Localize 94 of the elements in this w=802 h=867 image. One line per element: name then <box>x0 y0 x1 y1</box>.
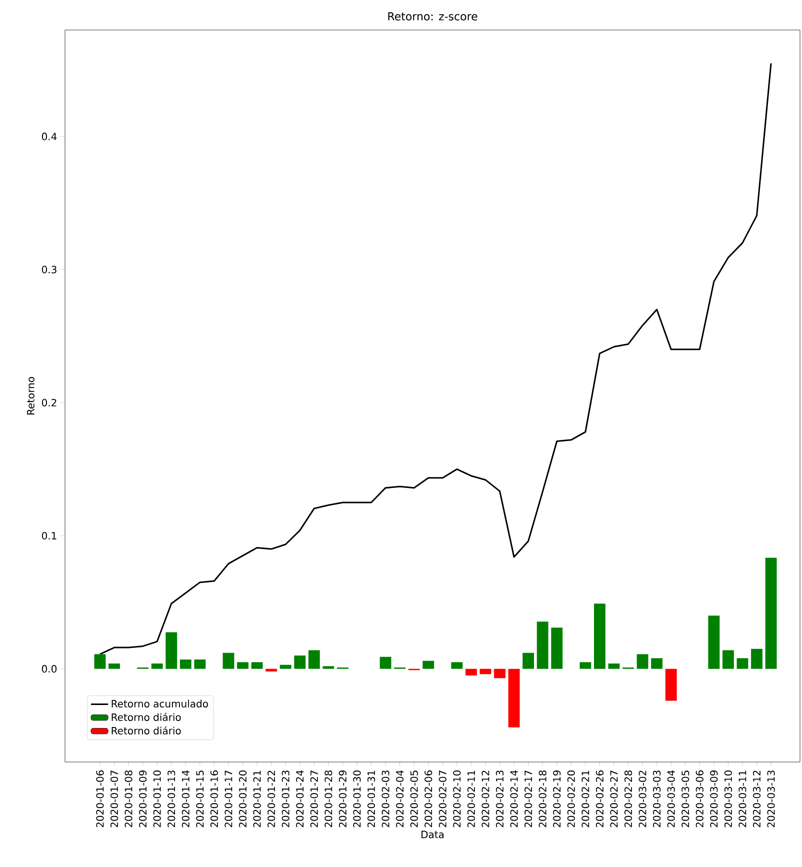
bar <box>522 652 534 669</box>
bar <box>266 668 278 672</box>
legend-label: Retorno diário <box>112 726 181 734</box>
x-tick-label: 2020-01-14 <box>182 770 190 828</box>
bar <box>494 668 506 678</box>
y-tick-label: 0.0 <box>42 665 57 673</box>
x-tick-label: 2020-01-29 <box>338 770 346 828</box>
x-tick-label: 2020-03-12 <box>752 770 761 828</box>
x-tick-label: 2020-01-28 <box>324 770 332 828</box>
bar <box>294 656 306 669</box>
bar <box>166 632 178 669</box>
x-tick-label: 2020-02-18 <box>538 770 546 828</box>
x-tick-label: 2020-02-27 <box>610 770 618 828</box>
y-axis-title: Retorno <box>26 377 34 415</box>
bar <box>736 658 748 669</box>
x-tick-label: 2020-01-08 <box>124 770 132 828</box>
bar <box>194 660 206 669</box>
x-tick-label: 2020-01-20 <box>238 770 247 828</box>
bar <box>180 660 192 669</box>
x-tick-label: 2020-02-20 <box>567 770 575 828</box>
y-tick-label: 0.1 <box>42 532 56 540</box>
bar <box>251 662 263 669</box>
x-tick-label: 2020-01-16 <box>210 770 218 828</box>
x-tick-label: 2020-02-10 <box>453 770 461 828</box>
x-tick-label: 2020-01-30 <box>353 770 361 828</box>
x-tick-label: 2020-02-03 <box>382 770 390 828</box>
x-tick-label: 2020-03-05 <box>682 770 690 828</box>
bar <box>765 558 777 669</box>
x-tick-label: 2020-02-06 <box>424 770 432 828</box>
bar <box>508 668 520 728</box>
x-tick-label: 2020-03-02 <box>638 770 646 828</box>
bar <box>480 668 492 674</box>
bar <box>451 662 463 669</box>
x-tick-label: 2020-01-31 <box>367 770 376 828</box>
x-tick-label: 2020-02-26 <box>596 770 604 828</box>
x-tick-label: 2020-02-12 <box>482 770 490 828</box>
chart-title: Retorno: z-score <box>388 12 478 20</box>
x-tick-label: 2020-01-22 <box>268 770 276 828</box>
x-tick-label: 2020-01-10 <box>153 770 161 828</box>
x-tick-label: 2020-01-13 <box>168 770 176 828</box>
x-tick-label: 2020-02-21 <box>582 770 590 828</box>
x-tick-label: 2020-01-09 <box>139 770 147 828</box>
bar <box>708 616 720 669</box>
bar <box>322 666 334 669</box>
y-tick-label: 0.2 <box>42 398 56 406</box>
bar <box>465 668 477 676</box>
x-tick-label: 2020-01-23 <box>282 770 290 828</box>
y-tick-label: 0.3 <box>42 266 56 274</box>
bar <box>651 658 663 669</box>
bar <box>308 650 320 669</box>
x-tick-label: 2020-01-06 <box>96 770 104 828</box>
x-tick-label: 2020-03-06 <box>696 770 704 828</box>
bar <box>580 662 592 669</box>
bar <box>380 656 392 669</box>
x-tick-label: 2020-03-10 <box>724 770 732 828</box>
bar <box>422 660 434 669</box>
x-tick-label: 2020-01-07 <box>110 770 118 828</box>
bar <box>636 654 648 669</box>
bar <box>536 622 548 669</box>
x-tick-label: 2020-01-15 <box>196 770 204 828</box>
y-tick-label: 0.4 <box>42 132 57 140</box>
x-axis-title: Data <box>422 830 444 838</box>
x-tick-label: 2020-02-07 <box>438 770 446 828</box>
x-tick-label: 2020-02-19 <box>553 770 561 828</box>
x-tick-label: 2020-02-11 <box>467 770 475 828</box>
x-tick-label: 2020-03-13 <box>767 770 775 828</box>
bar <box>280 664 292 669</box>
bar <box>751 648 762 669</box>
bar <box>594 604 606 669</box>
bar <box>722 650 734 669</box>
x-tick-label: 2020-02-05 <box>410 770 418 828</box>
bar <box>237 662 248 669</box>
legend-label: Retorno diário <box>112 712 181 721</box>
bar <box>222 652 234 669</box>
x-tick-label: 2020-02-17 <box>524 770 532 828</box>
bar <box>665 668 677 701</box>
x-tick-label: 2020-01-21 <box>253 770 261 828</box>
x-tick-label: 2020-03-03 <box>653 770 661 828</box>
x-tick-label: 2020-02-28 <box>624 770 632 828</box>
x-tick-label: 2020-01-17 <box>224 770 232 828</box>
x-tick-label: 2020-01-27 <box>310 770 318 828</box>
bar <box>94 654 106 669</box>
x-tick-label: 2020-02-14 <box>510 770 518 828</box>
legend-label: Retorno acumulado <box>112 700 208 708</box>
x-tick-label: 2020-03-04 <box>667 770 675 828</box>
x-tick-label: 2020-03-09 <box>710 770 718 828</box>
bar <box>608 664 620 669</box>
bar <box>551 628 563 669</box>
bar <box>108 664 120 669</box>
x-tick-label: 2020-03-11 <box>738 770 746 828</box>
x-tick-label: 2020-01-24 <box>296 770 304 828</box>
bar <box>151 664 163 669</box>
x-tick-label: 2020-02-04 <box>396 770 404 828</box>
x-tick-label: 2020-02-13 <box>496 770 504 828</box>
